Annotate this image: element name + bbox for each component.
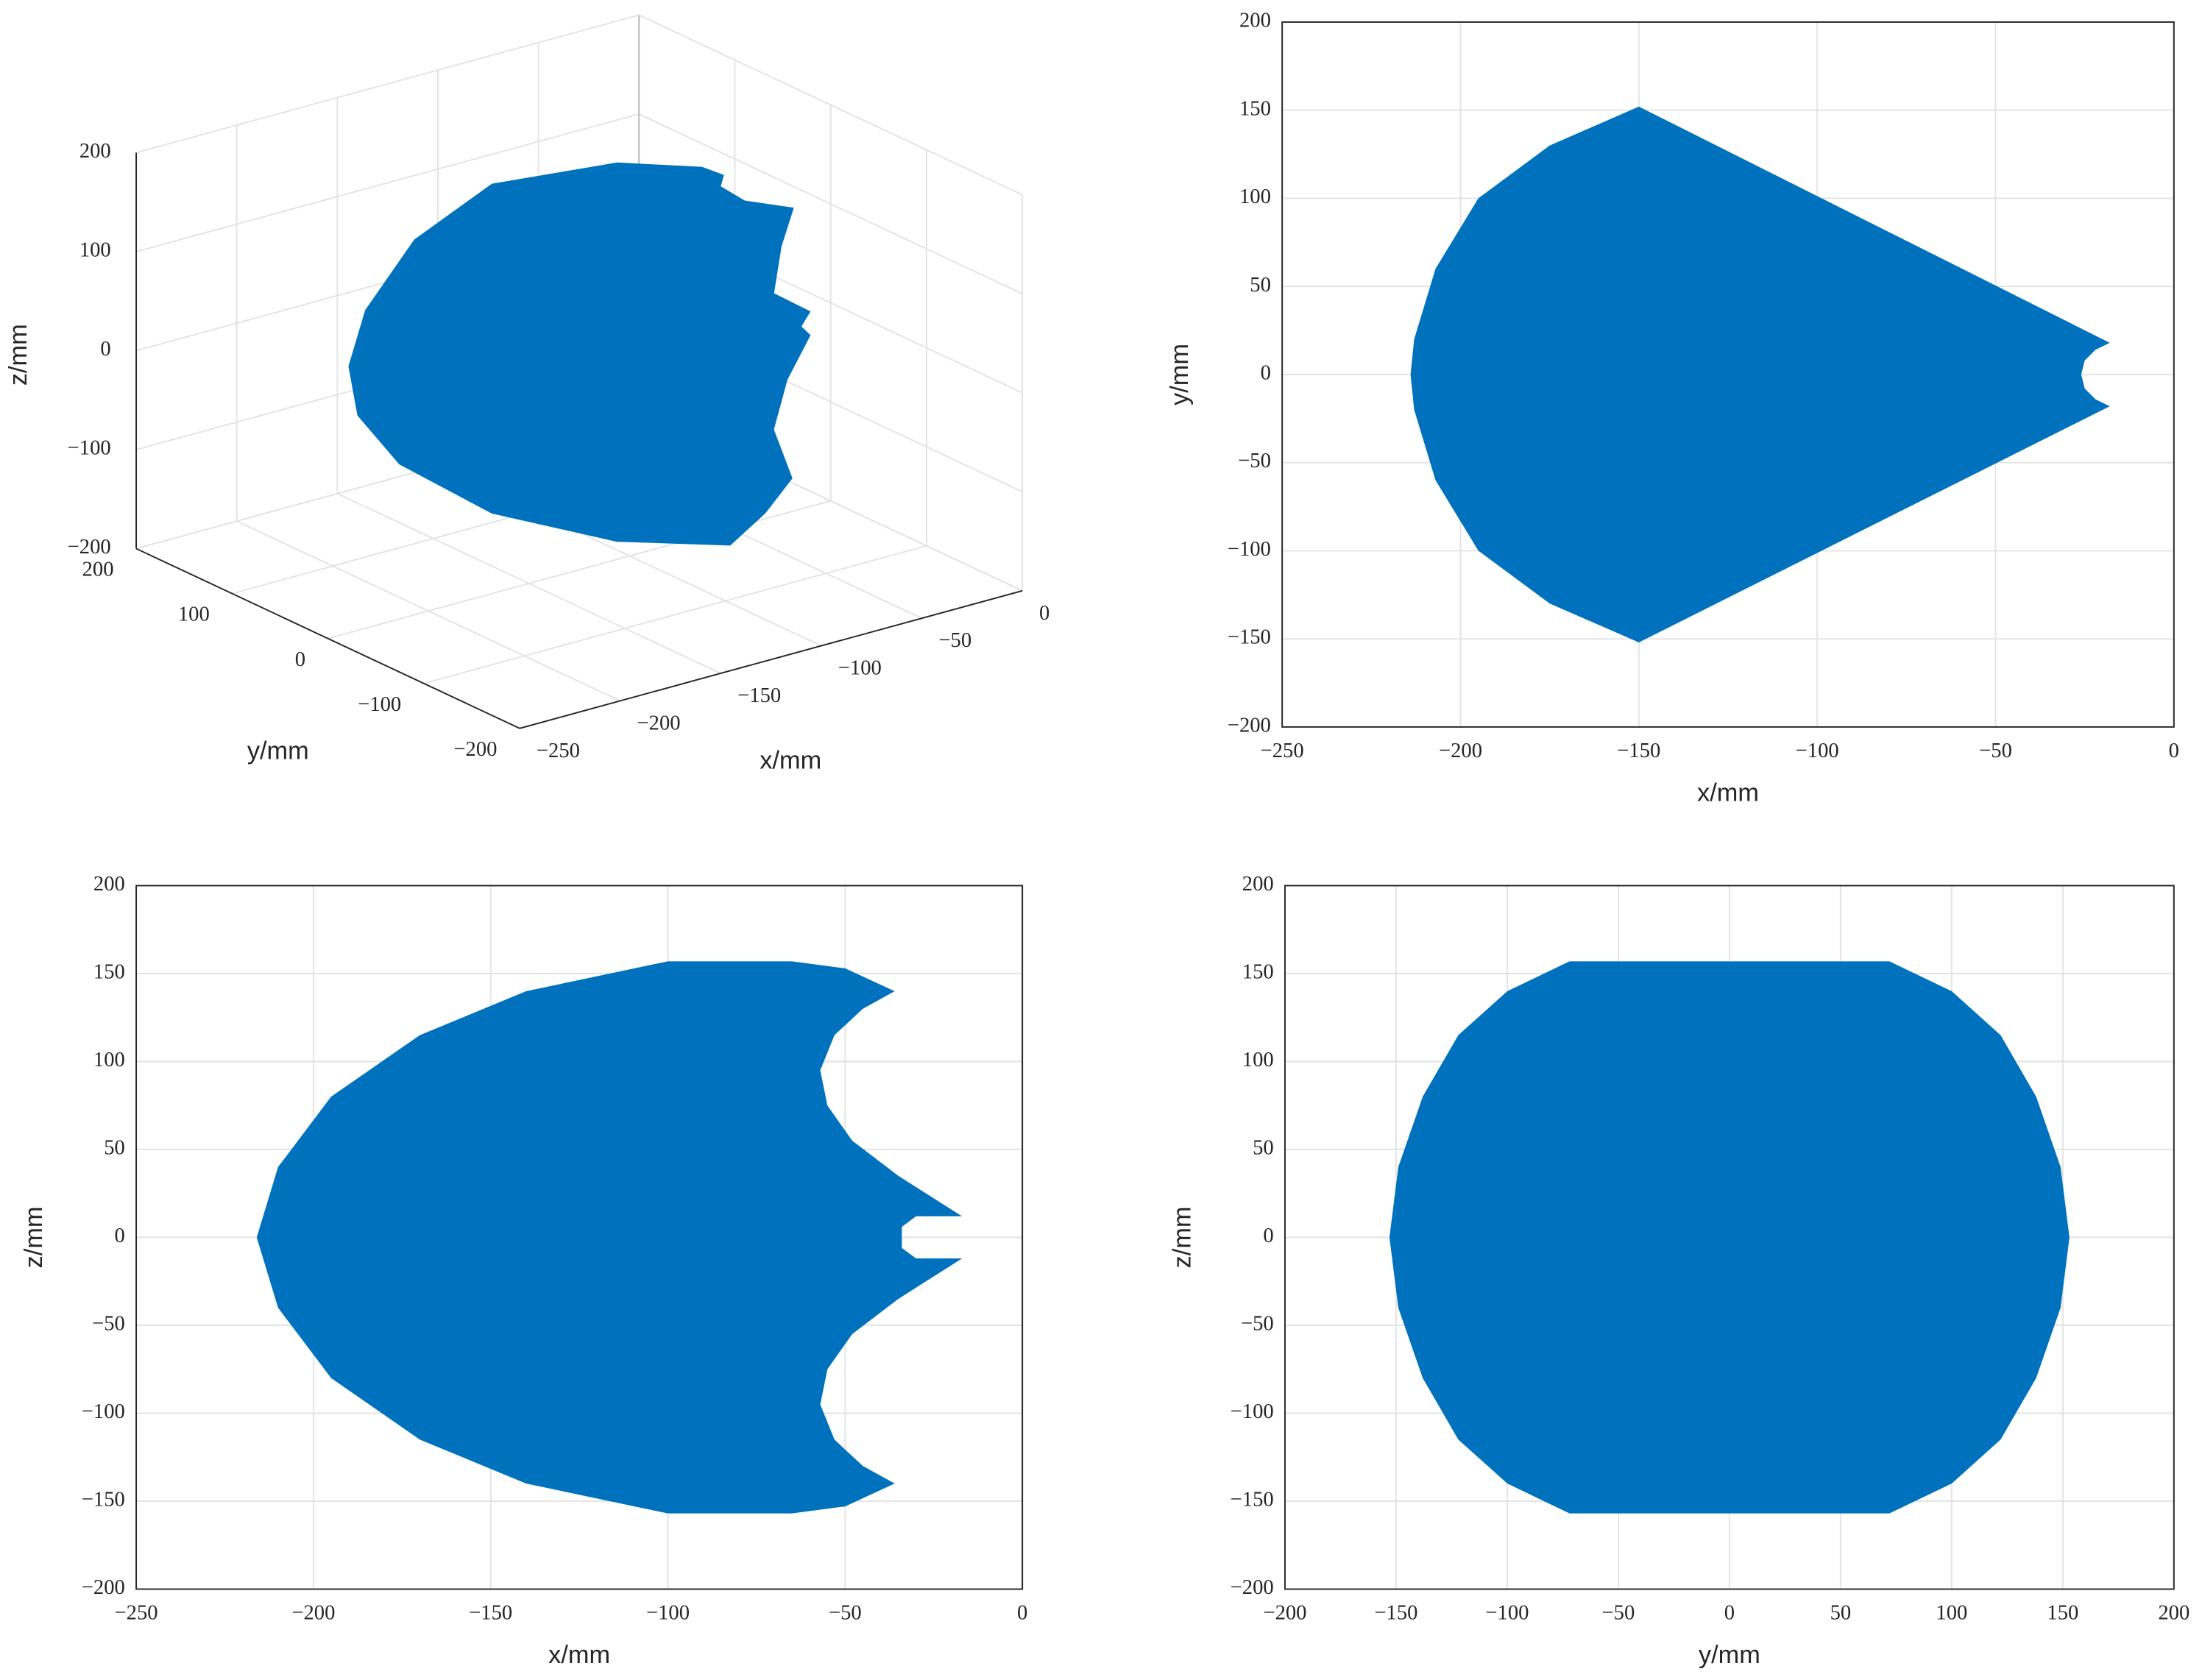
y-tick-label: −100 <box>1228 537 1271 561</box>
x-tick-label: 0 <box>1017 1601 1027 1624</box>
y-tick-label: 0 <box>1261 361 1271 385</box>
y-tick-label: −200 <box>1228 713 1271 737</box>
region <box>1410 106 2110 643</box>
y-tick-label: −100 <box>1231 1400 1274 1423</box>
y-tick-label: 200 <box>82 558 114 581</box>
x-tick-label: 100 <box>1936 1601 1967 1624</box>
region <box>348 162 811 546</box>
y-axis-label: z/mm <box>1169 1207 1197 1269</box>
y-tick-label: 150 <box>93 960 125 984</box>
x-tick-label: −200 <box>1439 739 1482 762</box>
grid-line <box>135 14 640 154</box>
x-tick-label: −150 <box>1617 739 1660 762</box>
x-tick-label: −100 <box>646 1601 690 1624</box>
y-axis-label: z/mm <box>20 1207 48 1269</box>
y-axis-label: y/mm <box>247 737 309 765</box>
y-tick-label: 0 <box>1263 1224 1273 1247</box>
x-tick-label: −100 <box>838 656 882 680</box>
y-tick-label: −50 <box>1241 1312 1274 1336</box>
grid-line <box>638 14 1023 196</box>
z-tick-label: −200 <box>68 535 111 559</box>
x-tick-label: −200 <box>637 711 681 734</box>
axes-box <box>1284 885 2175 1590</box>
y-tick-label: 100 <box>93 1048 125 1071</box>
region <box>256 961 963 1514</box>
x-tick-label: −150 <box>469 1601 512 1624</box>
y-tick-label: −100 <box>358 692 401 716</box>
x-tick-label: −100 <box>1485 1601 1529 1624</box>
x-tick-label: −50 <box>829 1601 862 1624</box>
axis-line <box>135 547 520 729</box>
y-tick-label: −200 <box>82 1576 125 1599</box>
x-tick-label: −250 <box>1261 739 1304 762</box>
axes-box <box>135 885 1024 1590</box>
y-tick-label: −150 <box>1231 1488 1274 1511</box>
z-tick-label: −100 <box>68 436 111 460</box>
x-tick-label: 0 <box>1724 1601 1735 1624</box>
y-tick-label: −150 <box>82 1488 125 1511</box>
y-tick-label: 0 <box>295 648 305 671</box>
y-tick-label: 200 <box>93 872 125 896</box>
x-tick-label: 200 <box>2158 1601 2189 1624</box>
x-tick-label: −50 <box>1602 1601 1635 1624</box>
x-tick-label: 0 <box>2169 739 2179 762</box>
x-tick-label: −200 <box>1263 1601 1306 1624</box>
x-tick-label: 0 <box>1039 601 1049 625</box>
x-tick-label: 150 <box>2047 1601 2078 1624</box>
x-axis-label: y/mm <box>1699 1641 1760 1669</box>
x-axis-label: x/mm <box>548 1641 610 1669</box>
z-tick-label: 100 <box>79 238 111 262</box>
y-tick-label: −150 <box>1228 625 1271 649</box>
y-tick-label: 50 <box>1253 1136 1274 1160</box>
y-tick-label: −200 <box>453 737 497 761</box>
x-axis-label: x/mm <box>1697 779 1759 807</box>
x-tick-label: −200 <box>291 1601 335 1624</box>
x-tick-label: −250 <box>537 739 580 762</box>
axes-box <box>1281 21 2175 728</box>
z-tick-label: 200 <box>79 139 111 163</box>
y-tick-label: 100 <box>1242 1048 1274 1071</box>
x-tick-label: −150 <box>737 684 781 707</box>
x-tick-label: 50 <box>1830 1601 1852 1624</box>
z-tick-label: 0 <box>100 337 110 361</box>
y-tick-label: 50 <box>1250 273 1271 297</box>
y-tick-label: 150 <box>1242 960 1274 984</box>
x-tick-label: −250 <box>115 1601 158 1624</box>
y-tick-label: −200 <box>1231 1576 1274 1599</box>
x-tick-label: −50 <box>938 628 971 652</box>
x-tick-label: −50 <box>1979 739 2012 762</box>
y-tick-label: 150 <box>1239 96 1271 120</box>
y-tick-label: 0 <box>115 1224 125 1247</box>
x-tick-label: −150 <box>1374 1601 1417 1624</box>
x-tick-label: −100 <box>1796 739 1839 762</box>
y-tick-label: 50 <box>104 1136 125 1160</box>
y-tick-label: −50 <box>1238 449 1271 472</box>
y-tick-label: −50 <box>92 1312 125 1336</box>
grid-line <box>135 113 640 252</box>
grid-line <box>638 113 1023 295</box>
y-tick-label: −100 <box>82 1400 125 1423</box>
y-axis-label: y/mm <box>1166 344 1194 405</box>
y-tick-label: 100 <box>178 603 210 626</box>
y-tick-label: 100 <box>1239 185 1271 208</box>
grid-line <box>423 545 927 684</box>
axis-line <box>519 589 1023 729</box>
y-tick-label: 200 <box>1242 872 1274 896</box>
region <box>1389 961 2070 1514</box>
y-tick-label: 200 <box>1239 9 1271 32</box>
x-axis-label: x/mm <box>760 747 821 775</box>
z-axis-label: z/mm <box>4 324 32 386</box>
